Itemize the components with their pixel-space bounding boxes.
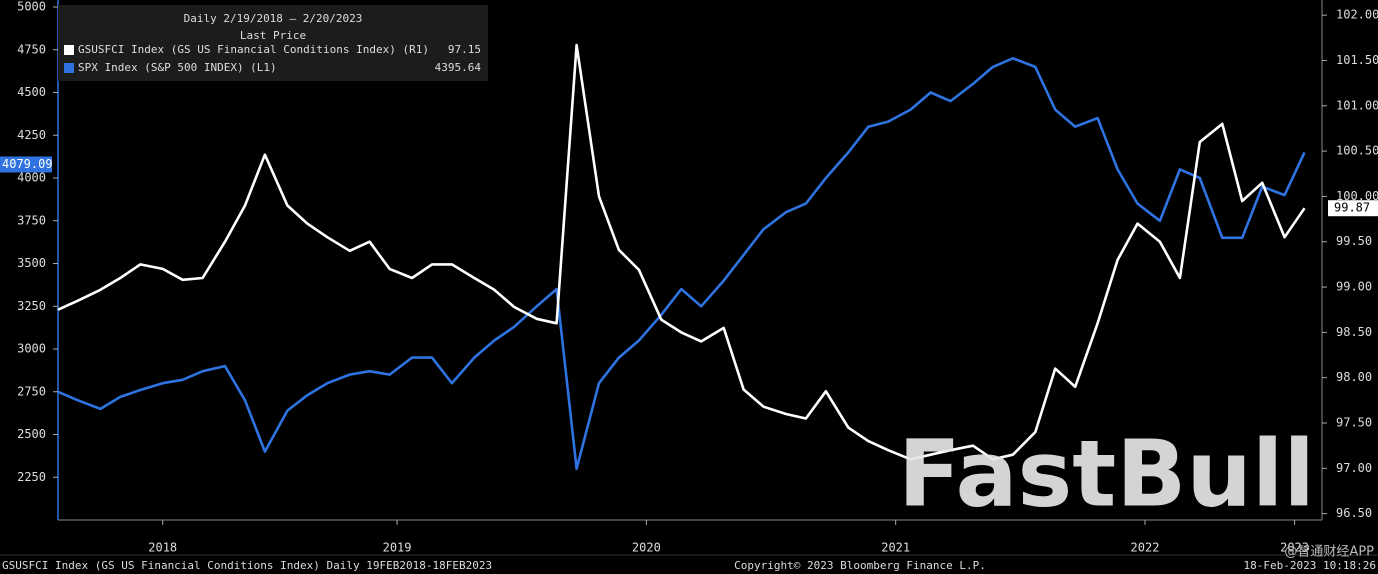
last-value-box (1328, 200, 1378, 217)
legend-title: Daily 2/19/2018 – 2/20/2023 (184, 12, 363, 25)
y-tick-label: 3500 (17, 256, 46, 270)
y-tick-label: 3250 (17, 299, 46, 313)
footer-left: GSUSFCI Index (GS US Financial Condition… (2, 559, 492, 572)
watermark: FastBull (898, 420, 1315, 527)
legend-subtitle: Last Price (240, 29, 306, 42)
y2-tick-label: 101.00 (1336, 98, 1378, 112)
x-tick-label: 2021 (881, 541, 910, 555)
y-tick-label: 4250 (17, 128, 46, 142)
y2-tick-label: 101.50 (1336, 53, 1378, 67)
y-tick-label: 2500 (17, 427, 46, 441)
legend-label: GSUSFCI Index (GS US Financial Condition… (78, 43, 429, 56)
x-tick-label: 2019 (383, 541, 412, 555)
legend-value: 97.15 (448, 43, 481, 56)
y-tick-label: 2750 (17, 384, 46, 398)
y2-tick-label: 97.00 (1336, 461, 1372, 475)
y2-tick-label: 99.00 (1336, 280, 1372, 294)
y2-tick-label: 100.00 (1336, 189, 1378, 203)
y-tick-label: 4000 (17, 171, 46, 185)
y2-tick-label: 96.50 (1336, 506, 1372, 520)
y2-tick-label: 99.50 (1336, 234, 1372, 248)
watermark-small: @智通财经APP (1284, 545, 1374, 560)
y-tick-label: 5000 (17, 0, 46, 14)
footer-right: 18-Feb-2023 10:18:26 (1244, 559, 1376, 572)
legend-box (58, 5, 488, 81)
x-tick-label: 2022 (1131, 541, 1160, 555)
y2-tick-label: 102.00 (1336, 8, 1378, 22)
y2-tick-label: 100.50 (1336, 144, 1378, 158)
last-value-label: 4079.09 (2, 157, 53, 171)
legend-swatch (64, 63, 74, 73)
y-tick-label: 3750 (17, 213, 46, 227)
x-tick-label: 2023 (1280, 541, 1309, 555)
legend-label: SPX Index (S&P 500 INDEX) (L1) (78, 61, 277, 74)
y-tick-label: 4500 (17, 85, 46, 99)
y2-tick-label: 98.00 (1336, 370, 1372, 384)
y-tick-label: 4750 (17, 42, 46, 56)
footer-center: Copyright© 2023 Bloomberg Finance L.P. (734, 559, 986, 572)
last-value-box (0, 156, 52, 173)
legend-swatch (64, 45, 74, 55)
series-line (57, 43, 1306, 461)
y2-tick-label: 98.50 (1336, 325, 1372, 339)
x-tick-label: 2018 (148, 541, 177, 555)
legend-value: 4395.64 (435, 61, 482, 74)
y-tick-label: 2250 (17, 470, 46, 484)
y2-tick-label: 97.50 (1336, 416, 1372, 430)
y-tick-label: 3000 (17, 342, 46, 356)
x-tick-label: 2020 (632, 541, 661, 555)
series-line (57, 57, 1306, 470)
last-value-label: 99.87 (1334, 201, 1370, 215)
